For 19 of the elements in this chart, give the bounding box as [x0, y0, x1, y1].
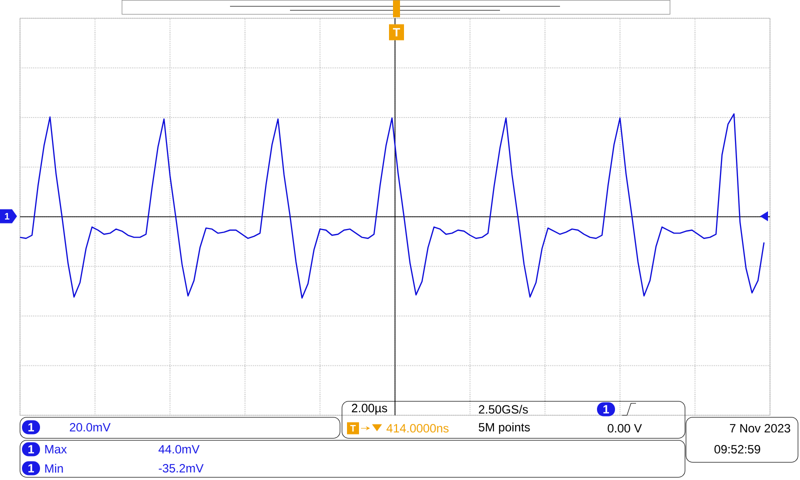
text: -35.2mV	[158, 464, 204, 472]
text: 20.0mV	[70, 422, 111, 432]
text: T	[350, 424, 356, 432]
text: Max	[45, 444, 67, 454]
text: 2.50GS/s	[478, 404, 528, 414]
text: 09:52:59	[714, 444, 760, 454]
text: 2.00µs	[352, 404, 388, 415]
text: 0.00 V	[608, 424, 642, 432]
text: 1	[28, 444, 34, 454]
text: 1	[28, 422, 34, 432]
text: 1	[603, 404, 609, 414]
text: 414.0000ns	[386, 424, 449, 432]
text: 5M points	[478, 422, 530, 434]
text: T	[392, 28, 400, 36]
text: 7 Nov 2023	[730, 424, 790, 432]
text: 44.0mV	[158, 444, 200, 454]
text: 1	[28, 464, 34, 472]
text: 1	[5, 212, 10, 220]
text: Min	[45, 464, 63, 472]
